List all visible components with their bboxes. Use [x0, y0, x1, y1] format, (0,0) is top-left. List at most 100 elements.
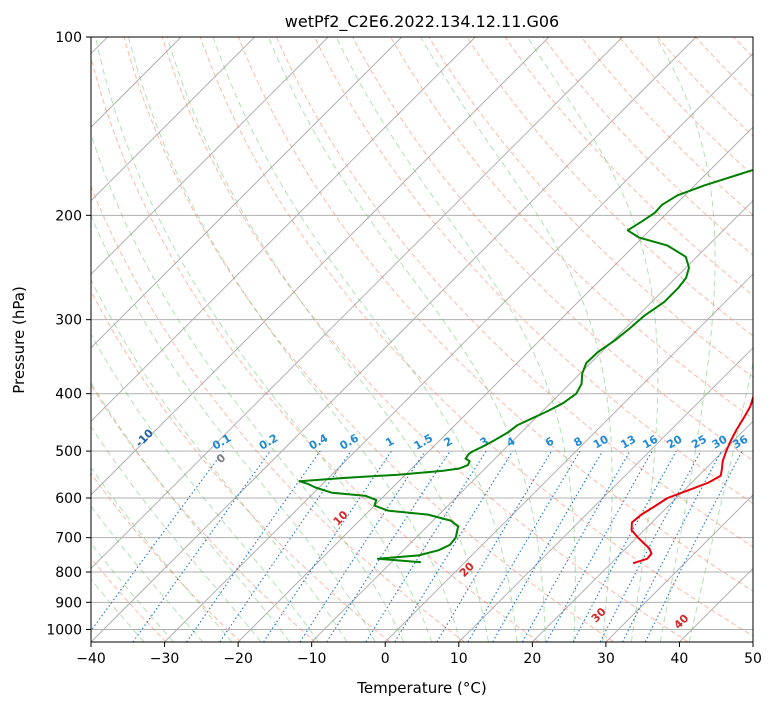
y-tick-label: 1000	[46, 622, 82, 638]
mixing-ratio-label: 2	[442, 435, 455, 450]
x-tick-label: −10	[297, 651, 327, 667]
dry-adiabat	[695, 37, 753, 98]
moist-adiabat	[91, 578, 145, 642]
dry-adiabat	[199, 37, 753, 637]
moist-adiabat	[91, 466, 233, 642]
mixing-ratio-line	[365, 450, 487, 642]
temperature-profile-line	[630, 394, 753, 565]
isotherm-gridline	[311, 199, 753, 642]
y-tick-label: 600	[55, 491, 82, 507]
x-tick-label: −30	[150, 651, 180, 667]
dry-adiabat	[580, 37, 753, 216]
isotherm-gridline	[91, 37, 476, 423]
moist-adiabat	[128, 37, 461, 642]
axis-ticks: −40 −30 −20 −10 0 10 20 30 40 5010020030040050060…	[46, 30, 762, 667]
dry-adiabat	[123, 37, 614, 642]
mixing-ratio-line	[326, 450, 451, 642]
moist-adiabat	[91, 213, 376, 642]
dry-adiabat	[504, 37, 753, 296]
dry-adiabat	[657, 37, 753, 137]
isotherm-gridline	[91, 37, 697, 642]
isotherm-gridline	[91, 37, 329, 275]
moist-adiabat	[688, 361, 753, 642]
moist-adiabat	[655, 37, 716, 642]
mixing-ratio-label: 1.5	[412, 432, 435, 453]
isotherm-gridline	[91, 37, 403, 349]
mixing-ratio-line	[546, 450, 653, 642]
x-tick-label: 0	[381, 651, 390, 667]
mixing-ratio-line	[132, 450, 271, 642]
mixing-ratio-label: 0.1	[210, 432, 233, 453]
mixing-ratio-label: 0.4	[307, 431, 331, 452]
isotherm-gridline	[605, 494, 753, 642]
moist-adiabat	[420, 37, 613, 642]
isotherm-gridline	[458, 347, 753, 642]
mixing-ratio-label: 25	[689, 433, 709, 452]
y-tick-label: 700	[55, 531, 82, 547]
chart-title: wetPf2_C2E6.2022.134.12.11.G06	[285, 12, 559, 32]
isotherm-gridline	[237, 126, 753, 642]
mixing-ratio-label: 10	[591, 432, 611, 451]
mixing-ratio-line	[492, 450, 604, 642]
dry-adiabat	[542, 37, 753, 256]
dry-adiabat	[618, 37, 753, 177]
isotherm-gridline	[91, 37, 623, 570]
isotherm-gridline	[91, 37, 550, 496]
y-tick-label: 400	[55, 387, 82, 403]
dry-adiabat	[91, 384, 316, 642]
mixing-ratio-label: 1	[383, 435, 396, 450]
dry-adiabat	[275, 37, 753, 548]
mixing-ratio-label: 20	[665, 432, 685, 451]
dry-adiabat-label: -10	[133, 426, 156, 449]
isotherm-gridline	[752, 641, 753, 642]
moist-adiabat	[91, 505, 204, 642]
y-tick-label: 300	[55, 313, 82, 329]
isotherm-gridline	[164, 52, 753, 642]
mixing-ratio-line	[219, 450, 352, 642]
x-tick-label: −20	[223, 651, 253, 667]
dry-adiabat	[314, 37, 753, 505]
mixing-ratio-line	[467, 450, 581, 642]
moist-adiabat	[91, 381, 291, 642]
plot-frame	[90, 36, 754, 643]
mixing-ratio-label: 8	[572, 435, 585, 450]
x-tick-label: 20	[523, 651, 541, 667]
dry-adiabat	[390, 37, 753, 420]
x-tick-label: 10	[450, 651, 468, 667]
dry-adiabat	[91, 472, 242, 642]
moist-adiabat	[526, 37, 659, 642]
plot-area: 0.1 0.2 0.4 0.6 1 1.5 2 3 4 6 8 10 13 16 20 25 30 36-1001…	[91, 37, 753, 642]
mixing-ratio-label: 16	[640, 432, 660, 451]
x-tick-label: 40	[671, 651, 689, 667]
isotherm-gridline	[384, 273, 753, 642]
isotherm-gridline	[91, 37, 256, 202]
dewpoint-profile-line	[298, 168, 753, 564]
dry-adiabat-label: 40	[671, 612, 691, 632]
moist-adiabat	[166, 37, 489, 642]
mixing-ratio-line	[91, 450, 224, 632]
moist-adiabat	[91, 333, 319, 642]
dry-adiabat	[91, 290, 391, 642]
moist-adiabat	[91, 132, 405, 642]
y-tick-label: 900	[55, 595, 82, 611]
mixing-ratio-line	[436, 450, 552, 642]
y-tick-label: 800	[55, 565, 82, 581]
mixing-ratio-line	[622, 450, 722, 642]
y-tick-label: 200	[55, 208, 82, 224]
dry-adiabat	[352, 37, 753, 462]
mixing-ratio-line	[186, 450, 321, 642]
y-tick-label: 500	[55, 444, 82, 460]
mixing-ratio-line	[394, 450, 514, 642]
moist-adiabat	[335, 37, 576, 642]
dry-adiabat	[733, 37, 753, 58]
x-tick-label: 50	[744, 651, 762, 667]
dry-adiabat	[466, 37, 753, 337]
dry-adiabat	[161, 37, 689, 642]
isotherm-gridline	[679, 567, 753, 642]
dry-adiabat	[91, 55, 540, 642]
dry-adiabat	[237, 37, 753, 592]
moist-adiabat	[91, 278, 348, 642]
mixing-ratio-line	[644, 450, 743, 642]
moist-adiabat	[268, 37, 546, 642]
